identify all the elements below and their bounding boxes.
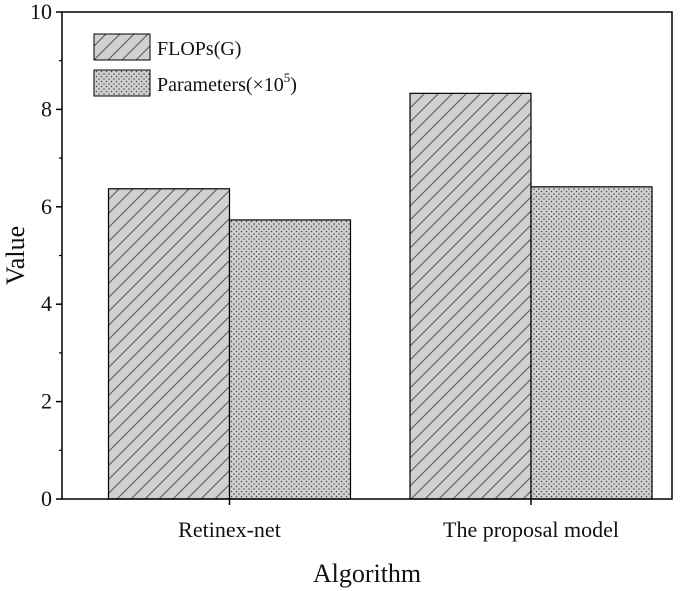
y-tick-label: 8 <box>41 96 52 121</box>
legend-label-parameters-superscript: 5 <box>284 70 291 85</box>
bar-parameters-0 <box>228 219 352 500</box>
bar-parameters-1 <box>530 186 653 500</box>
y-axis-label: Value <box>1 226 30 285</box>
legend-swatch-parameters <box>93 69 151 97</box>
legend-label-flops: FLOPs(G) <box>157 38 241 60</box>
x-axis-label: Algorithm <box>313 559 421 588</box>
legend-label-parameters-main: Parameters(×10 <box>157 74 284 96</box>
legend-label-parameters: Parameters(×105) <box>157 70 297 96</box>
x-tick-label: Retinex-net <box>178 517 281 542</box>
bar-flops-0 <box>107 188 231 500</box>
legend: FLOPs(G) Parameters(×105) <box>93 33 297 97</box>
y-tick-label: 4 <box>41 291 52 316</box>
y-tick-label: 2 <box>41 389 52 414</box>
y-tick-label: 6 <box>41 194 52 219</box>
legend-swatch-flops <box>93 33 151 61</box>
y-tick-label: 10 <box>30 0 52 24</box>
y-axis: 0 2 4 6 8 10 <box>30 0 62 511</box>
bars-group <box>107 92 653 500</box>
x-axis: Retinex-net The proposal model <box>178 499 619 542</box>
bar-flops-1 <box>409 92 532 500</box>
x-tick-label: The proposal model <box>443 517 619 542</box>
legend-label-parameters-close: ) <box>290 74 297 96</box>
y-tick-label: 0 <box>41 486 52 511</box>
